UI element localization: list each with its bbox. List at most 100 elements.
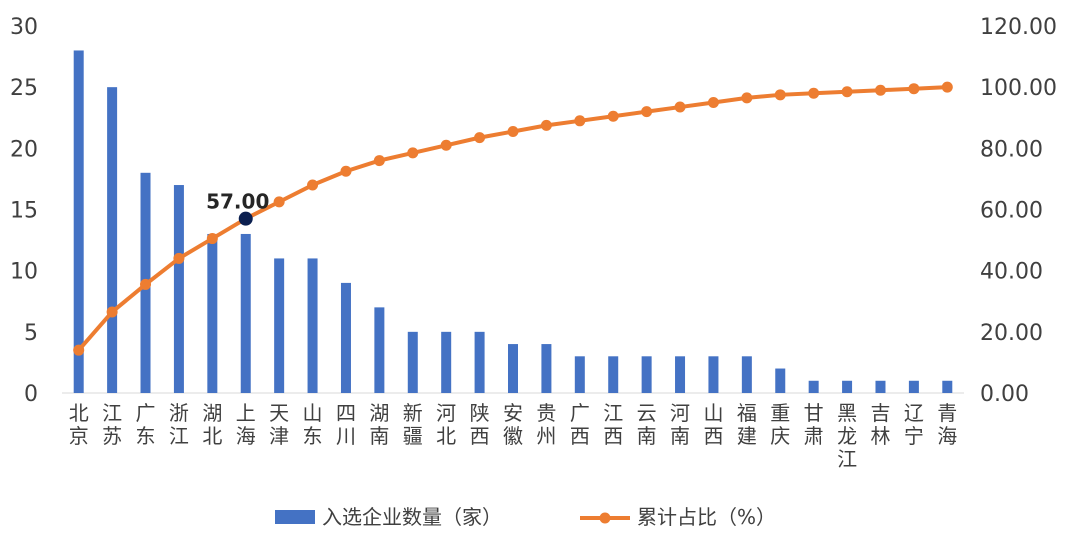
right-axis-tick-label: 40.00 [980, 260, 1043, 285]
category-label: 河南 [670, 401, 690, 448]
bar-浙江 [173, 185, 184, 393]
line-point-安徽 [507, 126, 519, 138]
bar-福建 [741, 356, 752, 393]
bar-河南 [675, 356, 686, 393]
line-point-广西 [574, 115, 586, 127]
bar-陕西 [474, 331, 485, 393]
category-label: 上海 [236, 401, 256, 448]
line-point-湖南 [373, 155, 385, 167]
line-point-天津 [273, 196, 285, 208]
category-label: 安徽 [503, 401, 523, 448]
left-axis-tick-label: 30 [10, 15, 38, 40]
line-point-浙江 [173, 252, 185, 264]
bar-青海 [942, 380, 953, 393]
bar-北京 [73, 50, 84, 393]
bar-重庆 [775, 368, 786, 393]
bar-上海 [240, 233, 251, 393]
category-label: 浙江 [169, 401, 189, 448]
category-label: 贵州 [536, 401, 556, 448]
category-label: 北京 [69, 401, 89, 448]
bar-甘肃 [808, 380, 819, 393]
category-label: 福建 [737, 401, 757, 448]
bar-江苏 [107, 87, 118, 394]
right-axis-tick-label: 80.00 [980, 137, 1043, 162]
line-point-湖北 [206, 233, 218, 245]
bar-湖南 [374, 307, 385, 393]
bar-天津 [274, 258, 285, 393]
line-point-新疆 [407, 147, 419, 159]
category-label: 云南 [637, 401, 657, 448]
line-point-河北 [440, 139, 452, 151]
category-label: 江西 [603, 401, 623, 448]
category-label: 湖北 [202, 401, 222, 448]
bar-series [73, 50, 953, 394]
line-point-北京 [73, 344, 85, 356]
category-label: 黑龙江 [837, 401, 857, 471]
line-point-甘肃 [808, 87, 820, 99]
right-axis-tick-label: 0.00 [980, 382, 1029, 407]
category-label: 新疆 [403, 401, 423, 448]
legend-label-bar: 入选企业数量（家） [322, 505, 502, 529]
bar-四川 [340, 282, 351, 393]
line-point-山东 [307, 179, 319, 191]
category-label: 江苏 [102, 401, 122, 448]
legend-swatch-marker [599, 512, 611, 524]
category-label: 湖南 [369, 401, 389, 448]
category-label: 辽宁 [904, 401, 924, 448]
category-label: 重庆 [770, 401, 790, 448]
right-axis-ticks: 0.00 20.00 40.00 60.00 80.00 100.00 120.00 [980, 15, 1057, 407]
line-point-广东 [140, 278, 152, 290]
bar-广西 [574, 356, 585, 393]
right-axis-tick-label: 60.00 [980, 199, 1043, 224]
right-axis-tick-label: 100.00 [980, 76, 1057, 101]
line-point-河南 [674, 101, 686, 113]
line-point-吉林 [874, 84, 886, 96]
left-axis-tick-label: 0 [24, 382, 38, 407]
line-point-福建 [741, 92, 753, 104]
category-label: 甘肃 [804, 401, 824, 448]
legend: 入选企业数量（家） 累计占比（%） [275, 505, 776, 529]
bar-云南 [641, 356, 652, 393]
bar-黑龙江 [842, 380, 853, 393]
line-point-贵州 [540, 119, 552, 131]
line-point-四川 [340, 165, 352, 177]
left-axis-tick-label: 20 [10, 137, 38, 162]
line-point-云南 [641, 106, 653, 118]
annotation-label: 57.00 [206, 190, 269, 214]
category-label: 吉林 [870, 401, 890, 448]
left-axis-tick-label: 25 [10, 76, 38, 101]
cumulative-line-series [73, 81, 953, 356]
category-label: 四川 [336, 401, 356, 448]
right-axis-tick-label: 120.00 [980, 15, 1057, 40]
category-label: 广东 [136, 401, 156, 448]
legend-swatch-bar [275, 510, 315, 524]
line-point-黑龙江 [841, 86, 853, 98]
line-point-陕西 [474, 132, 486, 144]
left-axis-tick-label: 10 [10, 260, 38, 285]
bar-辽宁 [908, 380, 919, 393]
bar-山西 [708, 356, 719, 393]
line-point-辽宁 [908, 83, 920, 95]
category-labels: 北京江苏广东浙江湖北上海天津山东四川湖南新疆河北陕西安徽贵州广西江西云南河南山西… [69, 401, 958, 471]
category-label: 山西 [703, 401, 723, 448]
bar-安徽 [508, 344, 518, 393]
bar-吉林 [875, 380, 886, 393]
line-point-山西 [707, 96, 719, 108]
bar-江西 [608, 356, 619, 393]
right-axis-tick-label: 20.00 [980, 321, 1043, 346]
category-label: 天津 [269, 401, 289, 448]
legend-label-line: 累计占比（%） [637, 505, 776, 529]
bar-湖北 [207, 233, 218, 393]
line-point-青海 [941, 81, 953, 93]
bar-山东 [307, 258, 318, 393]
annotation: 57.00 [206, 190, 269, 226]
bar-新疆 [407, 331, 418, 393]
bar-贵州 [541, 344, 552, 393]
left-axis-ticks: 0 5 10 15 20 25 30 [10, 15, 38, 407]
annotated-point [238, 211, 253, 226]
category-label: 山东 [303, 401, 323, 448]
line-point-江西 [607, 110, 619, 122]
category-label: 陕西 [470, 401, 490, 448]
